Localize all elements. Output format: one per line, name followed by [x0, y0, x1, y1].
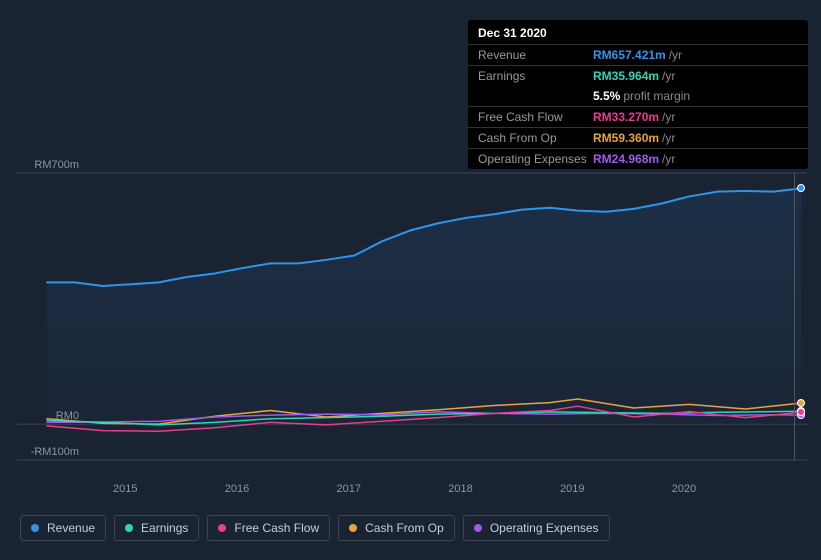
tooltip-label [478, 89, 593, 103]
x-axis-label: 2020 [672, 483, 696, 495]
y-axis-label: RM0 [23, 410, 79, 422]
x-axis-label: 2019 [560, 483, 584, 495]
legend-item-free_cash_flow[interactable]: Free Cash Flow [207, 515, 330, 541]
x-axis-label: 2017 [337, 483, 361, 495]
legend-item-operating_expenses[interactable]: Operating Expenses [463, 515, 610, 541]
tooltip-value: RM657.421m [593, 48, 666, 62]
tooltip-value: RM35.964m [593, 69, 659, 83]
x-axis-label: 2016 [225, 483, 249, 495]
tooltip-value: RM59.360m [593, 131, 659, 145]
y-axis-label: RM700m [23, 159, 79, 171]
tooltip-value: RM33.270m [593, 110, 659, 124]
legend-item-cash_from_op[interactable]: Cash From Op [338, 515, 455, 541]
tooltip-label: Earnings [478, 69, 593, 83]
hover-guideline [794, 173, 795, 460]
tooltip-row: Operating ExpensesRM24.968m/yr [468, 148, 808, 169]
tooltip-row: RevenueRM657.421m/yr [468, 44, 808, 65]
chart-svg [17, 155, 807, 475]
tooltip-value: 5.5% [593, 89, 620, 103]
tooltip-row: 5.5%profit margin [468, 86, 808, 106]
tooltip-label: Revenue [478, 48, 593, 62]
tooltip-date: Dec 31 2020 [468, 20, 808, 44]
tooltip-row: EarningsRM35.964m/yr [468, 65, 808, 86]
tooltip-unit: /yr [662, 131, 675, 145]
legend-label: Free Cash Flow [234, 521, 319, 535]
y-axis-label: -RM100m [23, 446, 79, 458]
free_cash_flow-endpoint [797, 408, 805, 416]
cash_from_op-endpoint [797, 399, 805, 407]
legend-dot-icon [474, 524, 482, 532]
tooltip-row: Free Cash FlowRM33.270m/yr [468, 106, 808, 127]
legend-label: Operating Expenses [490, 521, 599, 535]
x-axis-label: 2018 [448, 483, 472, 495]
x-axis-label: 2015 [113, 483, 137, 495]
tooltip-unit: /yr [669, 48, 682, 62]
legend-item-earnings[interactable]: Earnings [114, 515, 199, 541]
tooltip-unit: /yr [662, 152, 675, 166]
legend-dot-icon [218, 524, 226, 532]
legend-dot-icon [349, 524, 357, 532]
tooltip-unit: profit margin [623, 89, 690, 103]
legend-dot-icon [31, 524, 39, 532]
chart-legend: Revenue Earnings Free Cash Flow Cash From O… [20, 515, 610, 541]
chart-tooltip: Dec 31 2020RevenueRM657.421m/yrEarningsR… [468, 20, 808, 169]
legend-label: Revenue [47, 521, 95, 535]
legend-item-revenue[interactable]: Revenue [20, 515, 106, 541]
chart-plot-area[interactable]: RM700mRM0-RM100m201520162017201820192020 [17, 155, 807, 475]
tooltip-label: Operating Expenses [478, 152, 593, 166]
tooltip-label: Cash From Op [478, 131, 593, 145]
tooltip-label: Free Cash Flow [478, 110, 593, 124]
tooltip-value: RM24.968m [593, 152, 659, 166]
legend-label: Cash From Op [365, 521, 444, 535]
tooltip-unit: /yr [662, 69, 675, 83]
tooltip-unit: /yr [662, 110, 675, 124]
revenue-endpoint [797, 184, 805, 192]
tooltip-row: Cash From OpRM59.360m/yr [468, 127, 808, 148]
legend-dot-icon [125, 524, 133, 532]
legend-label: Earnings [141, 521, 188, 535]
